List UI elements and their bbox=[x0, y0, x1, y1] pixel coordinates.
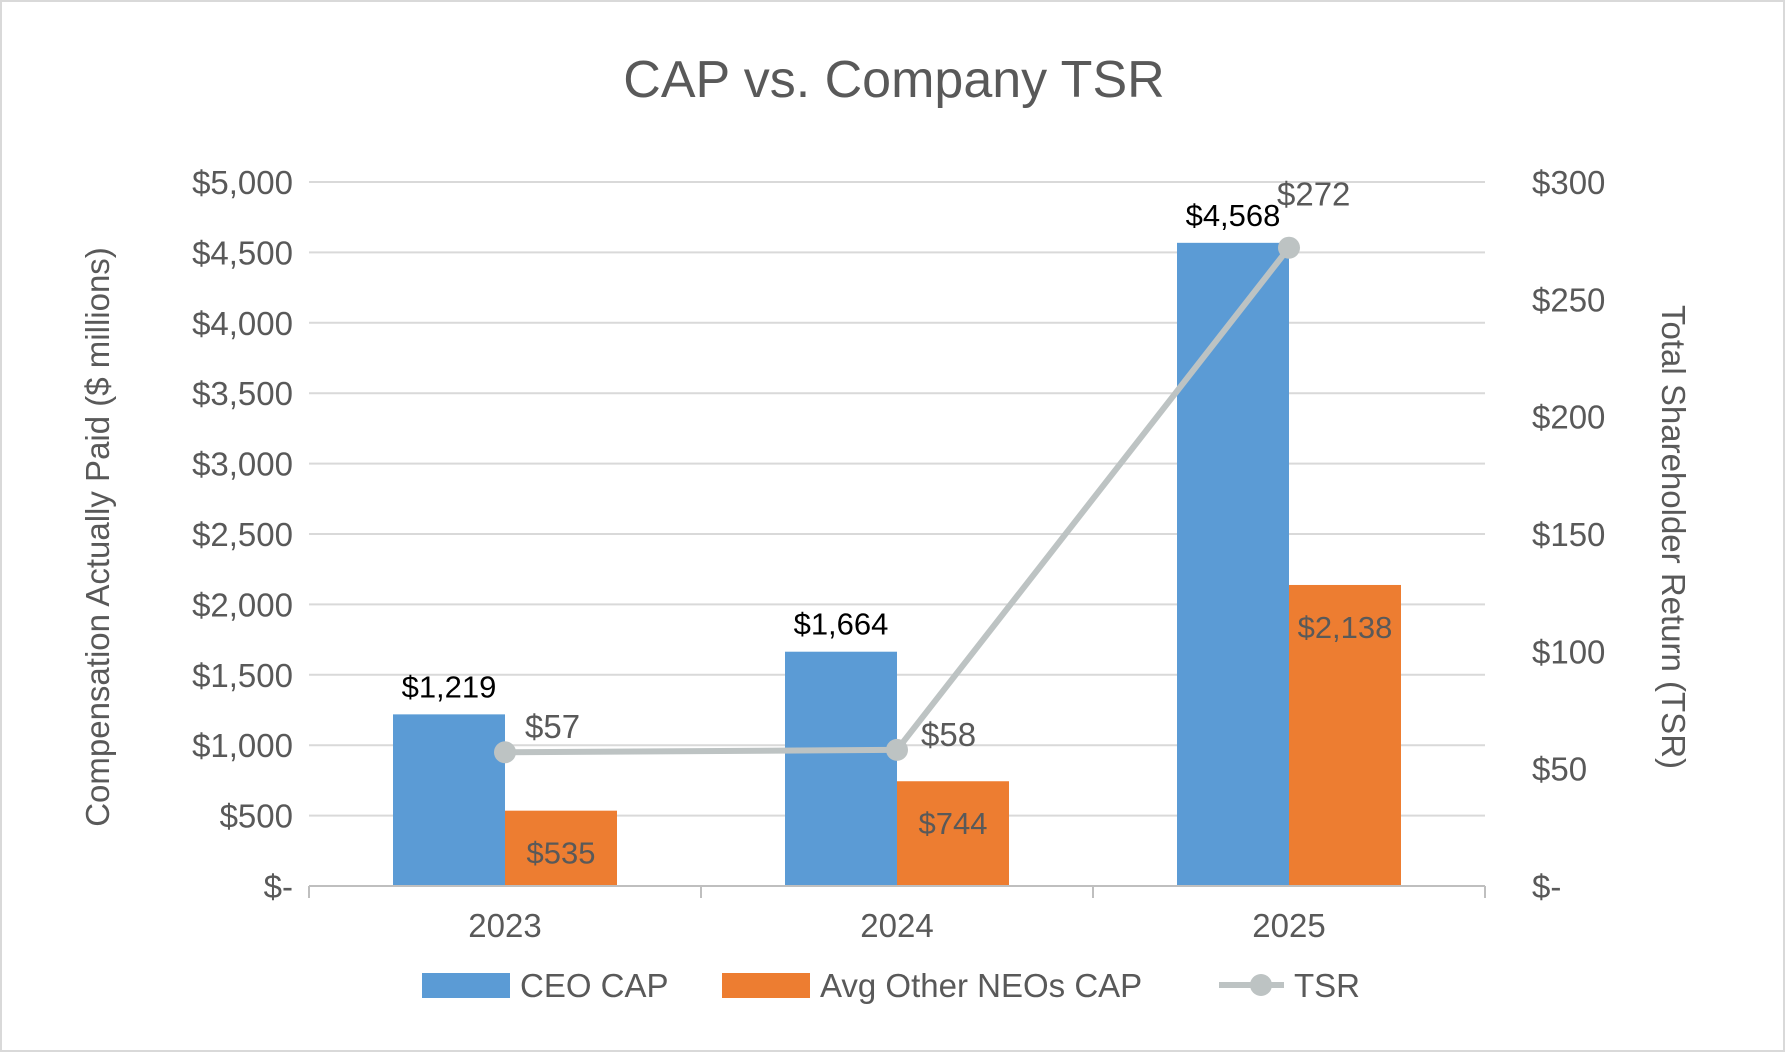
y2-tick-label: $250 bbox=[1532, 281, 1605, 318]
tsr-point bbox=[886, 738, 908, 761]
y-tick-label: $1,500 bbox=[192, 657, 293, 694]
y-tick-label: $500 bbox=[220, 798, 293, 835]
y2-tick-label: $300 bbox=[1532, 164, 1605, 201]
y2-tick-label: $50 bbox=[1532, 751, 1587, 788]
bar-ceo-cap bbox=[393, 714, 505, 886]
y2-tick-label: $150 bbox=[1532, 516, 1605, 553]
y2-tick-label: $- bbox=[1532, 868, 1561, 905]
data-label-ceo-cap: $1,219 bbox=[402, 669, 497, 704]
y2-axis-title: Total Shareholder Return (TSR) bbox=[1655, 305, 1692, 769]
legend-label-ceo: CEO CAP bbox=[520, 967, 669, 1004]
y-tick-label: $4,500 bbox=[192, 234, 293, 271]
data-label-ceo-cap: $4,568 bbox=[1186, 198, 1281, 233]
bar-ceo-cap bbox=[785, 651, 897, 886]
y-axis-title: Compensation Actually Paid ($ millions) bbox=[79, 247, 116, 827]
y-tick-label: $2,500 bbox=[192, 516, 293, 553]
data-label-tsr: $57 bbox=[525, 708, 580, 745]
tsr-line-group bbox=[494, 236, 1300, 764]
y-tick-label: $5,000 bbox=[192, 164, 293, 201]
legend-swatch-neo bbox=[722, 973, 810, 998]
x-tick-label: 2024 bbox=[860, 907, 933, 944]
y-tick-label: $- bbox=[264, 868, 293, 905]
bar-avg-neo-cap bbox=[1289, 584, 1401, 886]
data-label-avg-neo-cap: $535 bbox=[527, 836, 596, 871]
data-label-avg-neo-cap: $744 bbox=[919, 806, 988, 841]
tsr-point bbox=[1278, 236, 1300, 259]
y-tick-label: $1,000 bbox=[192, 727, 293, 764]
data-label-tsr: $272 bbox=[1277, 176, 1350, 213]
data-label-avg-neo-cap: $2,138 bbox=[1298, 610, 1393, 645]
tsr-point bbox=[494, 741, 516, 764]
data-label-ceo-cap: $1,664 bbox=[794, 607, 889, 642]
legend-label-tsr: TSR bbox=[1294, 967, 1360, 1004]
y2-tick-label: $200 bbox=[1532, 399, 1605, 436]
y-tick-label: $3,500 bbox=[192, 375, 293, 412]
y-tick-label: $2,000 bbox=[192, 586, 293, 623]
bar-ceo-cap bbox=[1177, 242, 1289, 886]
bar-avg-neo-cap bbox=[897, 781, 1009, 886]
y-tick-label: $4,000 bbox=[192, 305, 293, 342]
legend: CEO CAP Avg Other NEOs CAP TSR bbox=[422, 967, 1360, 1004]
data-label-tsr: $58 bbox=[921, 716, 976, 753]
x-tick-label: 2025 bbox=[1252, 907, 1325, 944]
y-tick-label: $3,000 bbox=[192, 446, 293, 483]
legend-label-neo: Avg Other NEOs CAP bbox=[820, 967, 1142, 1004]
legend-swatch-ceo bbox=[422, 973, 510, 998]
legend-swatch-tsr-marker bbox=[1250, 974, 1272, 996]
bar-avg-neo-cap bbox=[505, 810, 617, 886]
y2-tick-label: $100 bbox=[1532, 633, 1605, 670]
axes: $- $500 $1,000 $1,500 $2,000 $2,500 $3,000 $3,5… bbox=[192, 164, 1605, 944]
chart-title: CAP vs. Company TSR bbox=[623, 51, 1164, 109]
bars bbox=[393, 242, 1401, 886]
data-labels: $1,219 $535 $1,664 $744 $4,568 $2,138 $57 $58 $2… bbox=[402, 176, 1393, 871]
x-tick-label: 2023 bbox=[468, 907, 541, 944]
